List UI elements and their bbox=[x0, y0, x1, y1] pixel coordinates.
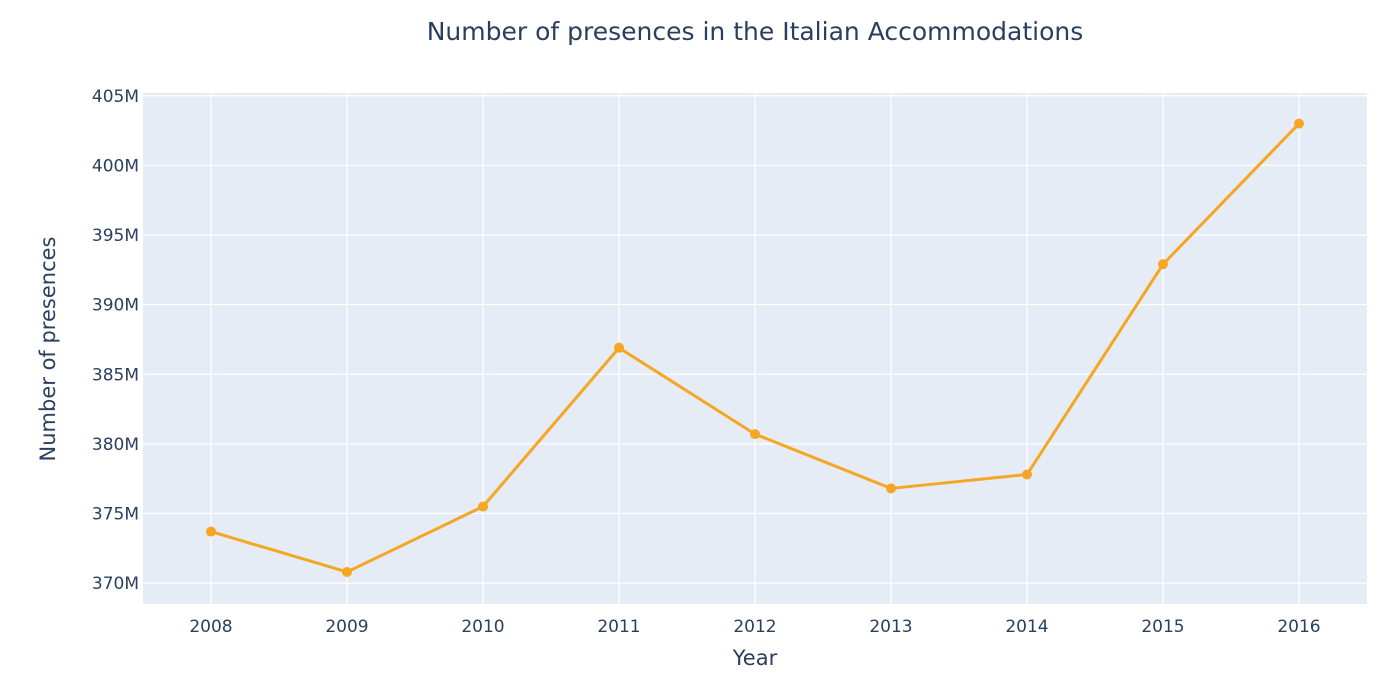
y-tick-label: 390M bbox=[92, 296, 139, 316]
data-point[interactable] bbox=[342, 566, 352, 577]
x-tick-label: 2016 bbox=[1277, 617, 1320, 637]
y-tick-label: 375M bbox=[92, 504, 139, 524]
x-tick-label: 2013 bbox=[869, 617, 912, 637]
y-tick-label: 380M bbox=[92, 435, 139, 455]
chart-title: Number of presences in the Italian Accom… bbox=[427, 17, 1084, 46]
data-point[interactable] bbox=[750, 429, 760, 440]
x-axis-ticks: 2008 2009 2010 2011 2012 2013 2014 2015 2016 bbox=[189, 617, 1320, 637]
y-axis-title: Number of presences bbox=[36, 237, 60, 462]
x-tick-label: 2012 bbox=[733, 617, 776, 637]
y-tick-label: 370M bbox=[92, 574, 139, 594]
x-tick-label: 2009 bbox=[325, 617, 368, 637]
y-tick-label: 405M bbox=[92, 87, 139, 107]
x-tick-label: 2015 bbox=[1141, 617, 1184, 637]
x-tick-label: 2014 bbox=[1005, 617, 1048, 637]
data-point[interactable] bbox=[886, 483, 896, 494]
series-layer bbox=[206, 118, 1304, 577]
y-tick-label: 385M bbox=[92, 365, 139, 385]
data-point[interactable] bbox=[478, 501, 488, 512]
x-tick-label: 2008 bbox=[189, 617, 232, 637]
data-point[interactable] bbox=[614, 342, 624, 353]
x-tick-label: 2011 bbox=[597, 617, 640, 637]
data-point[interactable] bbox=[1294, 118, 1304, 129]
y-axis-ticks: 370M 375M 380M 385M 390M 395M 400M 405M bbox=[92, 87, 139, 594]
x-gridlines bbox=[210, 93, 1300, 604]
data-point[interactable] bbox=[206, 526, 216, 537]
y-gridlines bbox=[143, 95, 1367, 584]
x-tick-label: 2010 bbox=[461, 617, 504, 637]
y-tick-label: 400M bbox=[92, 156, 139, 176]
y-tick-label: 395M bbox=[92, 226, 139, 246]
x-axis-title: Year bbox=[732, 646, 778, 670]
data-point[interactable] bbox=[1158, 259, 1168, 270]
data-point[interactable] bbox=[1022, 469, 1032, 480]
